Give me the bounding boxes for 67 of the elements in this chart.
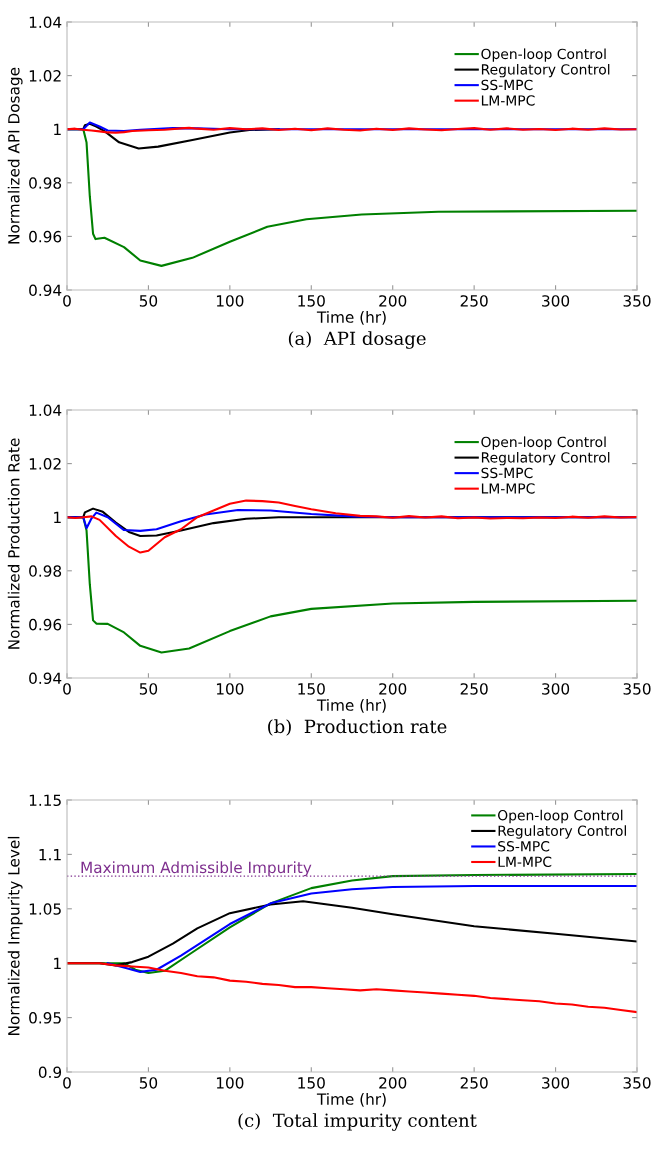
line-series bbox=[67, 499, 637, 554]
y-tick-label: 1 bbox=[54, 511, 61, 523]
legend-label: SS-MPC bbox=[481, 79, 533, 91]
ref-line-label: Maximum Admissible Impurity bbox=[81, 861, 312, 877]
x-tick-label: 350 bbox=[623, 1077, 651, 1089]
y-axis-title: Normalized API Dosage bbox=[7, 67, 23, 244]
x-tick-label: 200 bbox=[379, 683, 407, 695]
y-tick-label: 0.98 bbox=[29, 177, 62, 189]
legend-label: LM-MPC bbox=[481, 95, 535, 106]
x-tick-label: 250 bbox=[460, 683, 488, 695]
y-axis-title: Normalized Impurity Level bbox=[7, 836, 23, 1036]
y-tick-label: 0.95 bbox=[29, 1012, 61, 1024]
x-tick-label: 250 bbox=[460, 295, 488, 307]
x-tick-label: 300 bbox=[542, 683, 570, 695]
x-tick-label: 50 bbox=[139, 295, 158, 307]
x-tick-label: 0 bbox=[63, 295, 71, 307]
text: (b) Production rate bbox=[268, 719, 447, 736]
y-tick-label: 1.04 bbox=[29, 404, 62, 417]
y-tick-label: 1.1 bbox=[39, 849, 61, 861]
x-tick-label: 250 bbox=[460, 1077, 488, 1089]
x-axis-title: Time (hr) bbox=[316, 699, 386, 713]
y-tick-label: 1.02 bbox=[29, 458, 61, 470]
x-tick-label: 350 bbox=[623, 683, 651, 695]
x-tick-label: 150 bbox=[298, 683, 325, 695]
legend-label: Open-loop Control bbox=[481, 48, 606, 62]
x-tick-label: 100 bbox=[216, 683, 244, 695]
y-tick-label: 0.9 bbox=[38, 1066, 62, 1079]
y-tick-label: 1.05 bbox=[29, 903, 61, 915]
legend-label: SS-MPC bbox=[481, 467, 533, 479]
x-tick-label: 350 bbox=[623, 295, 651, 307]
text: (a) API dosage bbox=[288, 331, 426, 349]
legend-label: Open-loop Control bbox=[481, 436, 606, 450]
x-tick-label: 100 bbox=[216, 1077, 244, 1089]
y-axis-title: Normalized Production Rate bbox=[7, 438, 20, 649]
y-tick-label: 1 bbox=[54, 123, 61, 135]
x-tick-label: 0 bbox=[63, 1077, 71, 1089]
y-tick-label: 0.94 bbox=[29, 672, 62, 685]
legend-label: LM-MPC bbox=[498, 856, 552, 868]
x-tick-label: 50 bbox=[139, 683, 158, 695]
legend-label: Regulatory Control bbox=[481, 451, 610, 466]
y-tick-label: 1.02 bbox=[29, 70, 61, 82]
y-tick-label: 0.96 bbox=[29, 230, 62, 243]
y-tick-label: 1 bbox=[54, 957, 61, 969]
x-tick-label: 50 bbox=[139, 1077, 158, 1089]
legend-label: SS-MPC bbox=[498, 841, 550, 852]
x-tick-label: 150 bbox=[298, 1077, 325, 1089]
y-tick-label: 0.94 bbox=[29, 284, 62, 297]
x-tick-label: 300 bbox=[542, 295, 570, 307]
x-axis-title: Time (hr) bbox=[316, 1093, 386, 1107]
x-tick-label: 300 bbox=[542, 1077, 570, 1089]
x-tick-label: 200 bbox=[379, 1077, 407, 1089]
x-tick-label: 100 bbox=[216, 295, 244, 307]
y-tick-label: 0.98 bbox=[29, 565, 62, 577]
text: (c) Total impurity content bbox=[238, 1113, 477, 1131]
y-tick-label: 0.96 bbox=[29, 618, 62, 631]
legend-label: Open-loop Control bbox=[498, 809, 623, 824]
x-axis-title: Time (hr) bbox=[316, 311, 386, 325]
y-tick-label: 1.04 bbox=[29, 16, 62, 29]
x-tick-label: 0 bbox=[63, 683, 71, 695]
legend-label: Regulatory Control bbox=[498, 825, 626, 839]
y-tick-label: 1.15 bbox=[29, 794, 61, 807]
x-tick-label: 150 bbox=[298, 295, 325, 307]
legend-label: Regulatory Control bbox=[481, 63, 610, 78]
legend-label: LM-MPC bbox=[481, 483, 535, 494]
line-series bbox=[67, 962, 637, 1014]
x-tick-label: 200 bbox=[379, 295, 407, 307]
line-series bbox=[106, 884, 637, 973]
